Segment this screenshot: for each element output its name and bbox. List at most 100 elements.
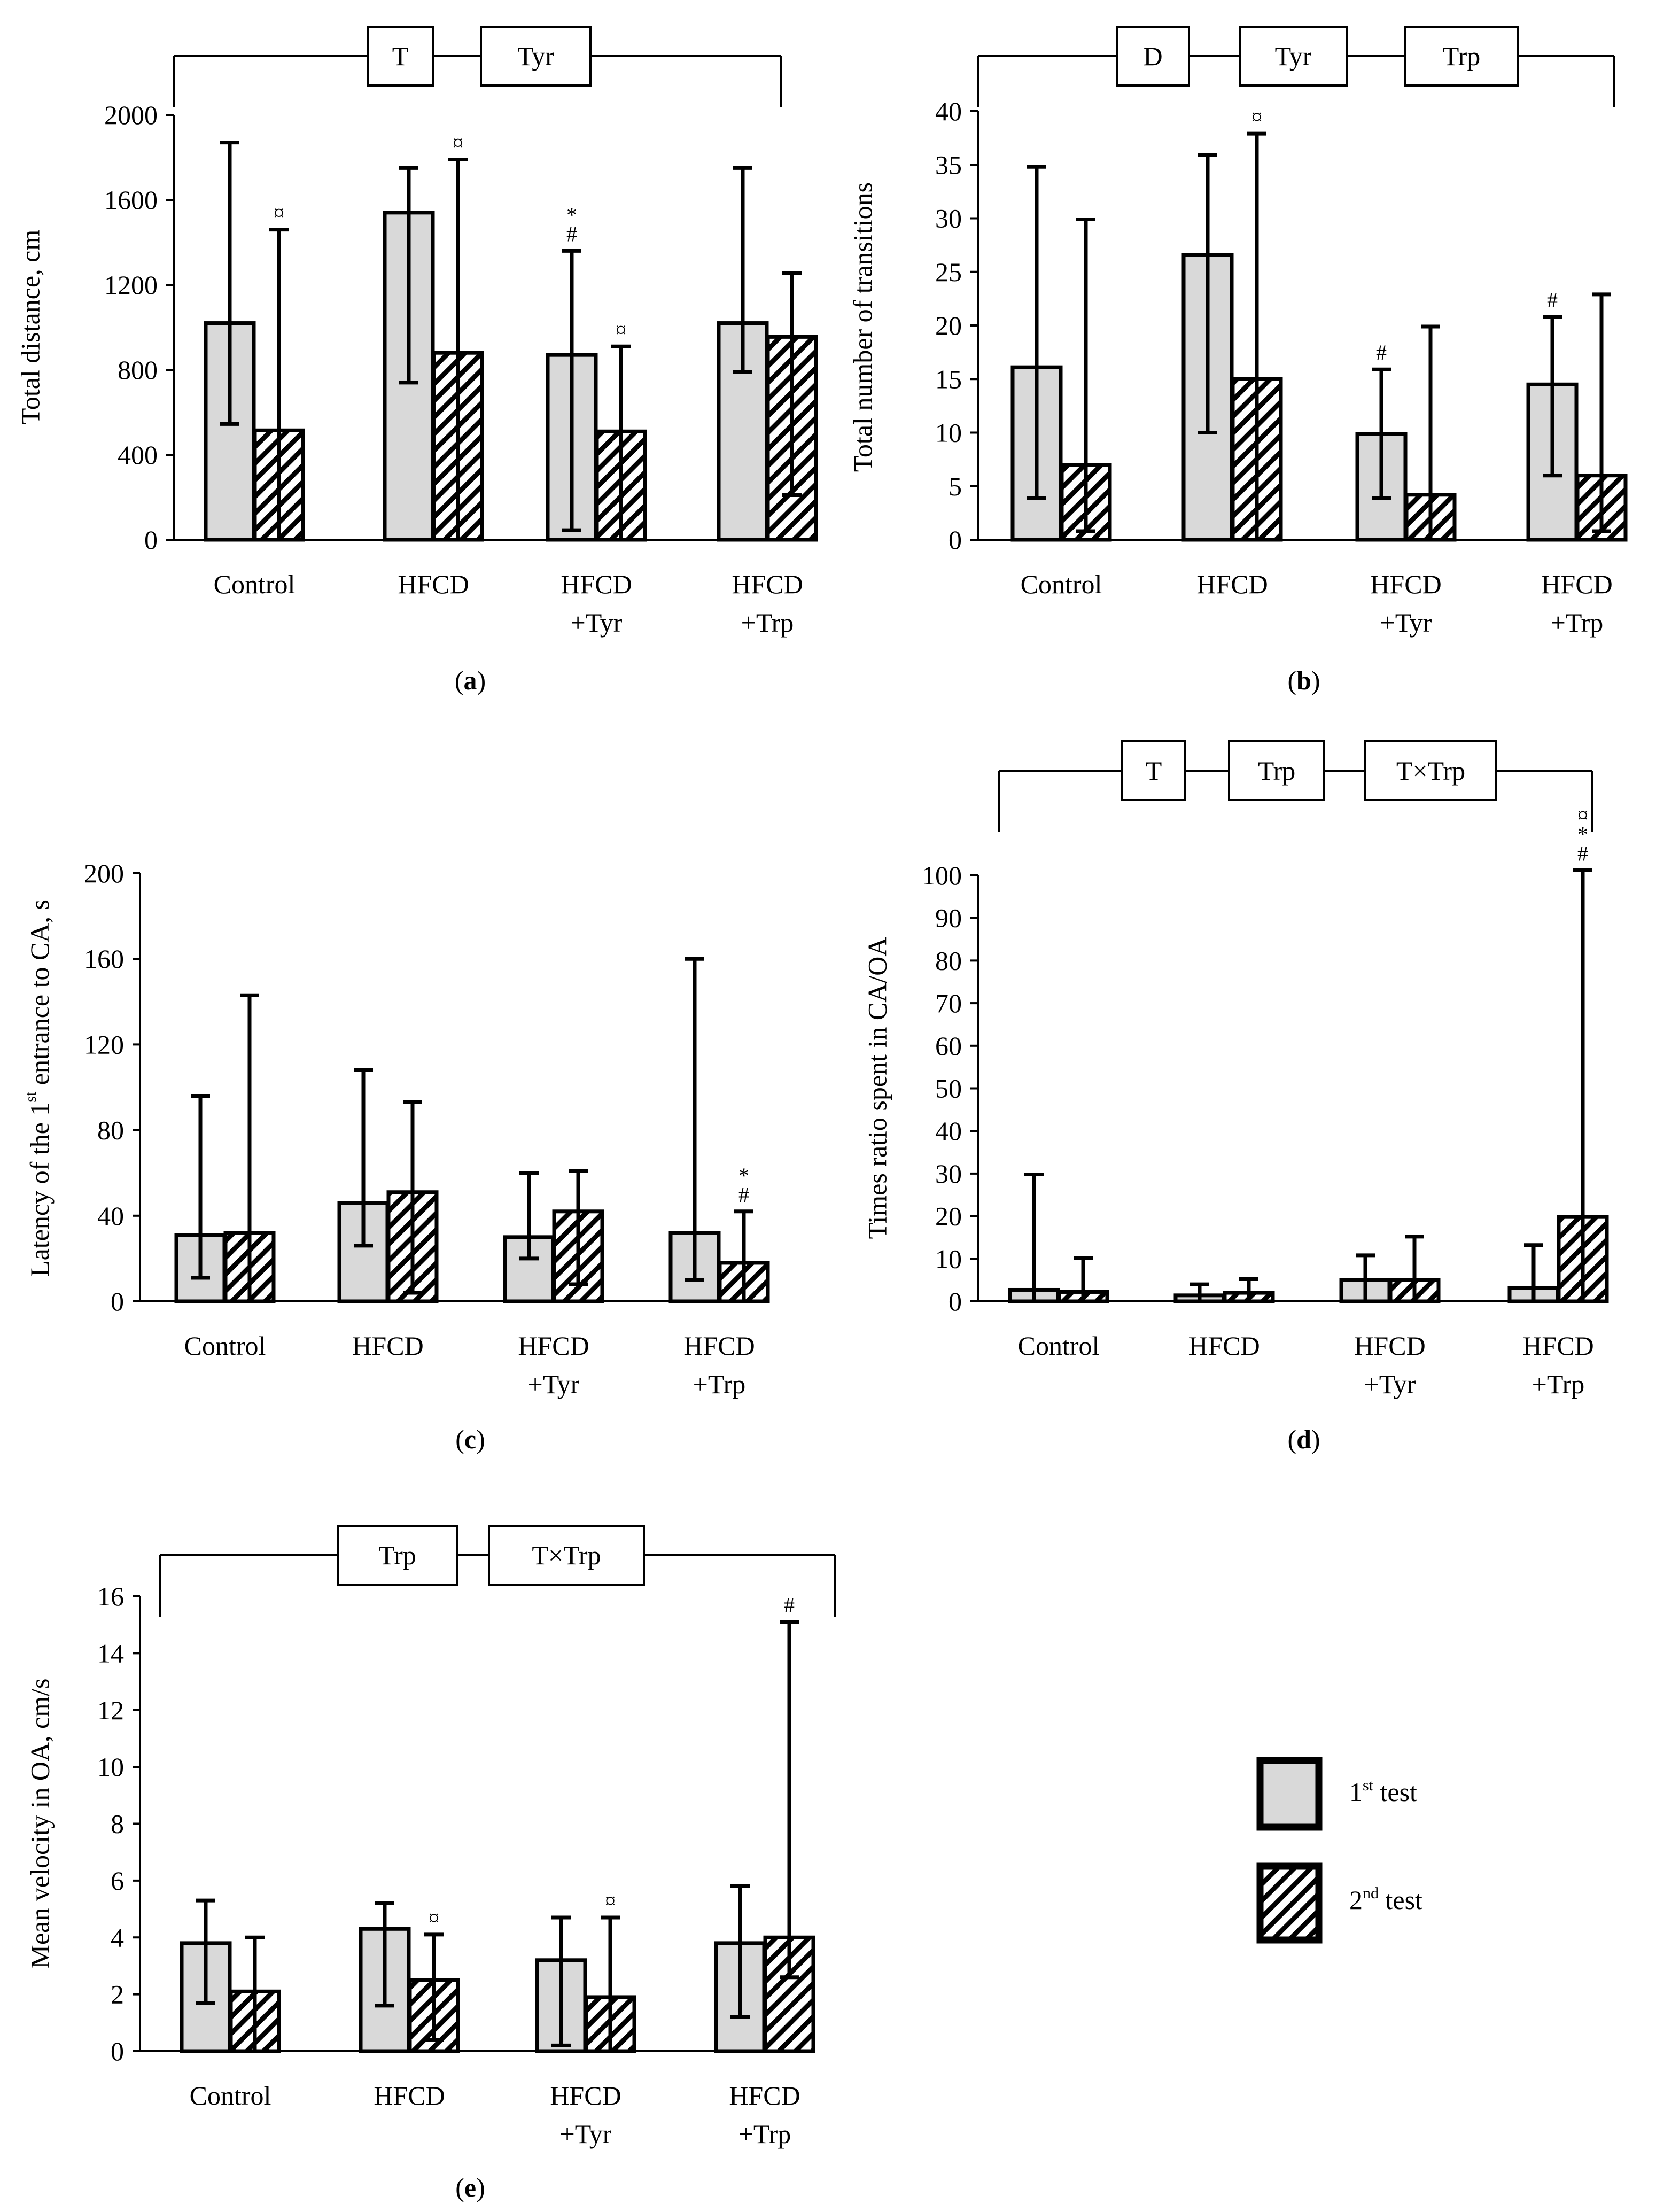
y-axis-label: Times ratio spent in CA/OA — [862, 937, 892, 1239]
category-label: +Trp — [1551, 608, 1604, 638]
significance-mark: # — [784, 1593, 795, 1617]
legend-swatch-first-test — [1256, 1757, 1323, 1831]
factor-label: T — [1146, 756, 1162, 786]
category-label: HFCD — [1188, 1331, 1260, 1361]
factor-box — [1116, 26, 1190, 87]
y-tick-label: 6 — [111, 1866, 124, 1896]
category-label: HFCD — [1522, 1331, 1593, 1361]
significance-mark: ¤ — [453, 130, 463, 154]
significance-mark: * — [1577, 822, 1588, 846]
y-tick-label: 0 — [111, 2036, 124, 2066]
category-label: +Trp — [1532, 1369, 1585, 1399]
significance-mark: # — [566, 222, 577, 246]
y-axis-label: Mean velocity in OA, cm/s — [25, 1679, 55, 1969]
significance-mark: ¤ — [274, 201, 284, 225]
significance-mark: ¤ — [1251, 105, 1262, 129]
legend-label-first-test: 1st test — [1349, 1776, 1417, 1807]
y-tick-label: 50 — [935, 1074, 962, 1104]
category-label: HFCD — [352, 1331, 423, 1361]
y-tick-label: 0 — [144, 525, 158, 555]
category-label: HFCD — [1541, 569, 1612, 599]
y-tick-label: 60 — [935, 1031, 962, 1061]
significance-mark: * — [566, 203, 577, 227]
category-label: +Trp — [738, 2119, 791, 2149]
category-label: HFCD — [518, 1331, 589, 1361]
y-tick-label: 40 — [935, 96, 962, 126]
y-tick-label: 1200 — [104, 270, 158, 300]
factor-box — [367, 26, 434, 87]
category-label: +Trp — [693, 1369, 746, 1399]
y-tick-label: 10 — [935, 418, 962, 448]
y-tick-label: 14 — [97, 1638, 124, 1668]
panel-label: (b) — [1287, 665, 1320, 695]
panel-label: (d) — [1287, 1424, 1320, 1454]
chart-e: 0 2 4 6 8 10 12 14 16 Mean velocity in OA, cm/s ¤ ¤… — [25, 1525, 836, 2202]
factor-box — [480, 26, 592, 87]
category-label: Control — [1018, 1331, 1100, 1361]
y-tick-label: 40 — [935, 1116, 962, 1146]
y-tick-label: 16 — [97, 1581, 124, 1611]
significance-mark: # — [1376, 340, 1387, 364]
y-tick-label: 30 — [935, 1159, 962, 1189]
factor-box — [337, 1525, 458, 1586]
y-tick-label: 5 — [948, 471, 962, 501]
category-label: +Tyr — [1364, 1369, 1416, 1399]
y-tick-label: 12 — [97, 1695, 124, 1725]
factor-box — [1239, 26, 1348, 87]
y-axis-label: Total distance, cm — [15, 230, 45, 425]
y-tick-label: 25 — [935, 257, 962, 287]
significance-mark: ¤ — [429, 1906, 439, 1930]
significance-mark: ¤ — [1577, 803, 1588, 827]
panel-label: (c) — [455, 1424, 485, 1454]
y-tick-label: 160 — [84, 944, 124, 974]
category-label: +Tyr — [560, 2119, 612, 2149]
legend-label-second-test: 2nd test — [1349, 1884, 1422, 1915]
y-tick-label: 400 — [118, 440, 158, 470]
factor-label: T×Trp — [1396, 756, 1465, 786]
y-tick-label: 35 — [935, 150, 962, 180]
y-tick-label: 80 — [97, 1115, 124, 1145]
y-tick-label: 10 — [97, 1752, 124, 1782]
significance-mark: * — [738, 1163, 749, 1188]
category-label: HFCD — [683, 1331, 755, 1361]
category-label: HFCD — [374, 2081, 445, 2110]
chart-a: 0 400 800 1200 1600 2000 Total distance, cm ¤ ¤ *… — [15, 26, 818, 695]
panel-label: (a) — [455, 665, 486, 695]
y-tick-label: 20 — [935, 311, 962, 340]
category-label: HFCD — [561, 569, 632, 599]
y-tick-label: 0 — [111, 1286, 124, 1316]
factor-label: T×Trp — [532, 1540, 601, 1570]
category-label: Control — [184, 1331, 266, 1361]
factor-label: Tyr — [517, 41, 554, 71]
category-label: HFCD — [1370, 569, 1441, 599]
y-tick-label: 100 — [922, 860, 962, 890]
category-label: HFCD — [398, 569, 469, 599]
chart-b: 0 5 10 15 20 25 30 35 40 Total number of transiti… — [848, 26, 1628, 695]
category-label: HFCD — [732, 569, 803, 599]
y-tick-label: 120 — [84, 1029, 124, 1059]
y-axis-label: Latency of the 1st entrance to CA, s — [22, 899, 55, 1277]
category-label: HFCD — [1354, 1331, 1425, 1361]
y-tick-label: 80 — [935, 945, 962, 975]
legend-swatch-second-test — [1256, 1862, 1323, 1944]
chart-c: 0 40 80 120 160 200 Latency of the 1st entranc… — [22, 858, 770, 1454]
factor-label: Trp — [378, 1540, 416, 1570]
y-tick-label: 800 — [118, 355, 158, 385]
chart-d: 0 10 20 30 40 50 60 70 80 90 100 Times ratio spent … — [862, 740, 1609, 1454]
factor-box — [1404, 26, 1519, 87]
y-tick-label: 0 — [948, 525, 962, 555]
category-label: +Trp — [741, 608, 794, 638]
factor-label: Trp — [1258, 756, 1295, 786]
y-axis-label: Total number of transitions — [848, 182, 877, 472]
factor-label: Trp — [1443, 41, 1480, 71]
factor-label: D — [1143, 41, 1162, 71]
y-tick-label: 2 — [111, 1980, 124, 2009]
y-tick-label: 70 — [935, 988, 962, 1018]
factor-label: Tyr — [1275, 41, 1312, 71]
legend: 1st test 2nd test — [1256, 1757, 1422, 1944]
factor-box — [1121, 740, 1186, 801]
category-label: +Tyr — [1380, 608, 1432, 638]
y-tick-label: 30 — [935, 204, 962, 234]
y-tick-label: 200 — [84, 858, 124, 888]
